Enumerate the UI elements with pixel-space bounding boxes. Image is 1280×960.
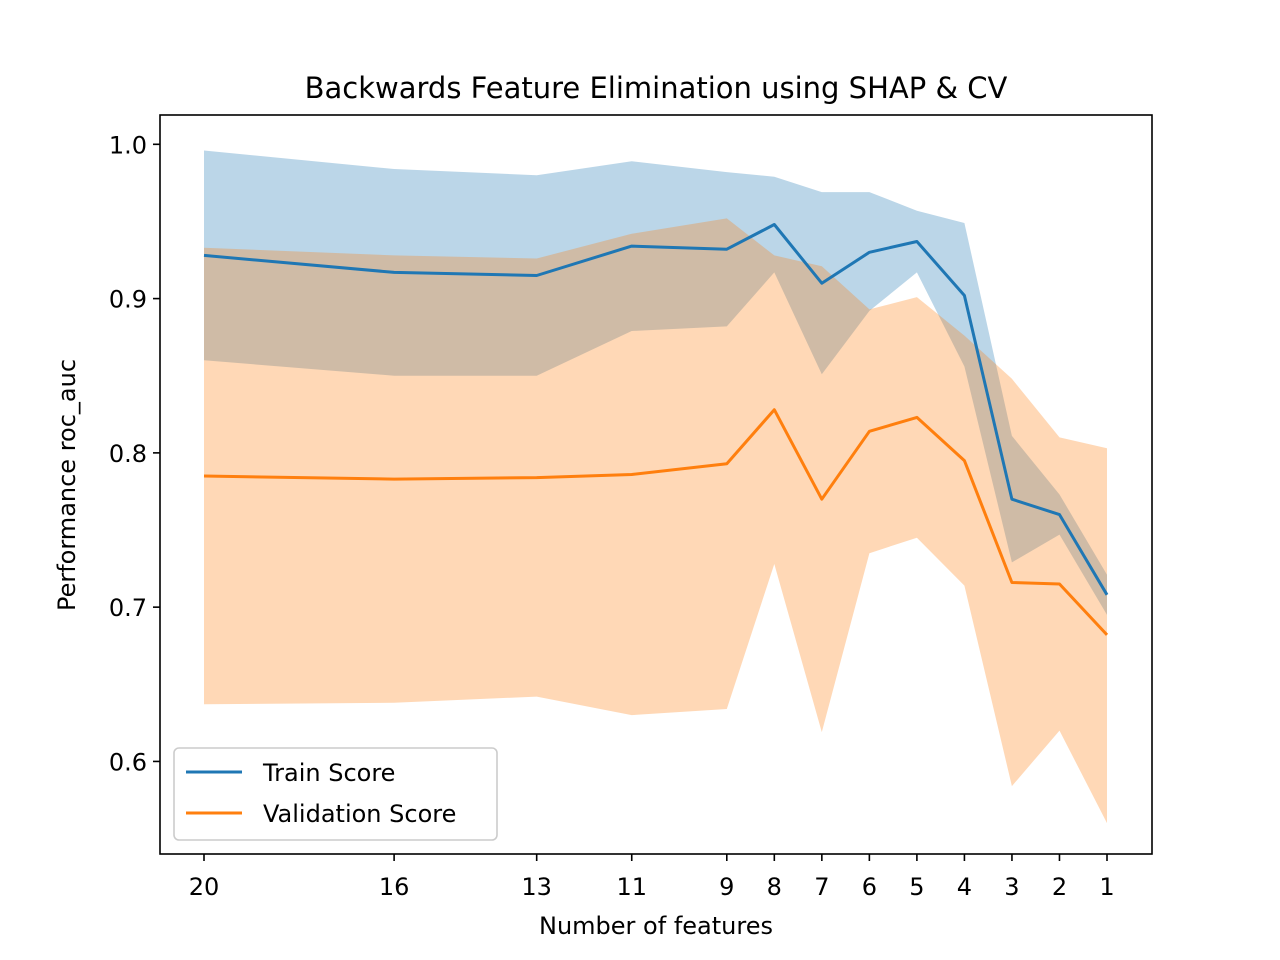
legend-label-train: Train Score [262, 759, 395, 787]
plot-frame [159, 114, 1153, 855]
x-axis: 20 16 13 11 9 8 7 6 5 4 3 2 1 [189, 854, 1115, 901]
x-tick-label: 6 [862, 873, 877, 901]
x-tick-label: 3 [1004, 873, 1019, 901]
x-tick-label: 13 [521, 873, 552, 901]
y-axis-label: Performance roc_auc [53, 359, 81, 611]
confidence-band-1 [204, 218, 1107, 824]
x-tick-label: 2 [1052, 873, 1067, 901]
x-tick-label: 16 [379, 873, 410, 901]
x-tick-label: 7 [814, 873, 829, 901]
y-axis: 0.6 0.7 0.8 0.9 1.0 [109, 131, 160, 776]
x-tick-label: 11 [616, 873, 647, 901]
x-tick-label: 4 [957, 873, 972, 901]
x-tick-label: 8 [767, 873, 782, 901]
series-lines [203, 223, 1109, 636]
legend: Train Score Validation Score [173, 747, 498, 841]
y-tick-label: 1.0 [109, 131, 147, 159]
x-tick-label: 20 [189, 873, 220, 901]
legend-box [173, 747, 498, 841]
y-tick-label: 0.6 [109, 748, 147, 776]
chart-title: Backwards Feature Elimination using SHAP… [305, 71, 1008, 105]
series-line-1 [203, 408, 1109, 636]
series-line-0 [203, 223, 1109, 596]
x-tick-label: 5 [909, 873, 924, 901]
x-tick-label: 9 [719, 873, 734, 901]
x-axis-label: Number of features [539, 912, 773, 940]
y-tick-label: 0.7 [109, 594, 147, 622]
legend-label-validation: Validation Score [263, 800, 456, 828]
confidence-bands [204, 150, 1107, 824]
confidence-band-0 [204, 150, 1107, 615]
y-tick-label: 0.9 [109, 286, 147, 314]
y-tick-label: 0.8 [109, 440, 147, 468]
x-tick-label: 1 [1099, 873, 1114, 901]
